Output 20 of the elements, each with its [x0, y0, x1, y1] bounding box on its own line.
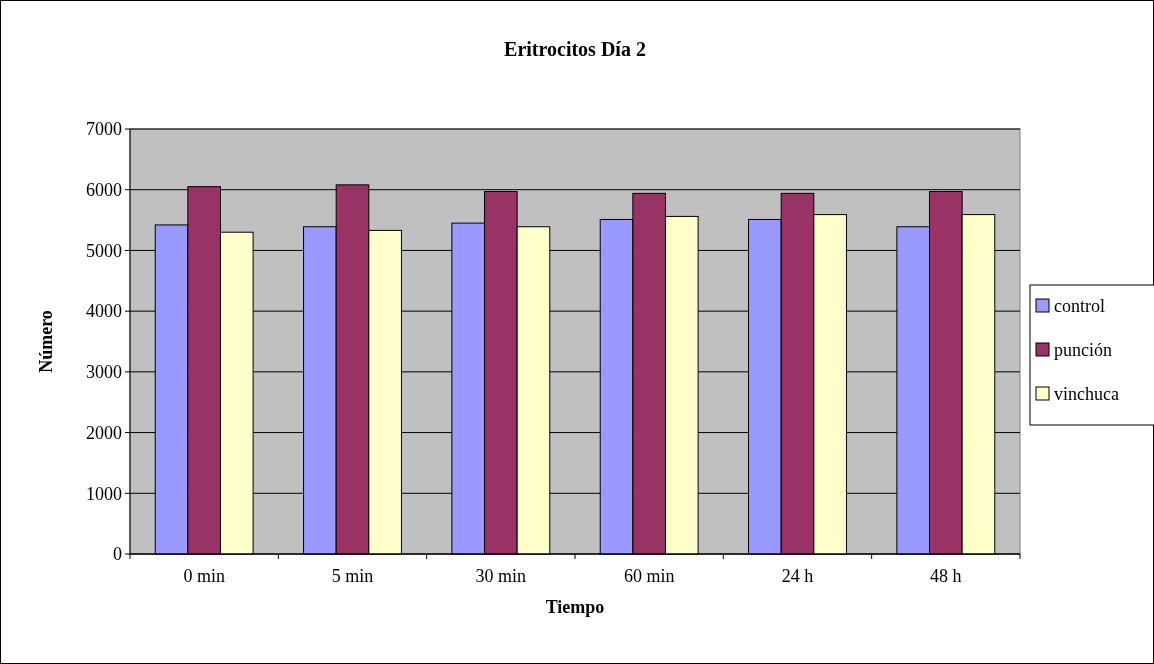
- legend-label: control: [1054, 296, 1105, 316]
- legend-label: vinchuca: [1054, 384, 1119, 404]
- legend-label: punción: [1054, 340, 1112, 360]
- y-tick-label: 5000: [86, 240, 122, 261]
- x-tick-label: 5 min: [331, 566, 374, 586]
- y-tick-label: 6000: [86, 180, 122, 201]
- y-tick-label: 7000: [86, 119, 122, 140]
- y-tick-label: 1000: [86, 483, 122, 504]
- x-axis-title: Tiempo: [545, 597, 605, 617]
- x-tick-label: 0 min: [183, 566, 225, 586]
- x-tick-label: 60 min: [623, 566, 675, 586]
- y-axis-title: Número: [36, 310, 56, 373]
- chart-title: Eritrocitos Día 2: [504, 38, 646, 60]
- y-tick-label: 2000: [86, 422, 122, 443]
- x-tick-label: 30 min: [475, 566, 527, 586]
- x-tick-label: 24 h: [781, 566, 814, 586]
- y-tick-label: 0: [113, 544, 122, 565]
- y-tick-label: 3000: [86, 362, 122, 383]
- y-tick-label: 4000: [86, 301, 122, 322]
- x-tick-label: 48 h: [930, 566, 962, 586]
